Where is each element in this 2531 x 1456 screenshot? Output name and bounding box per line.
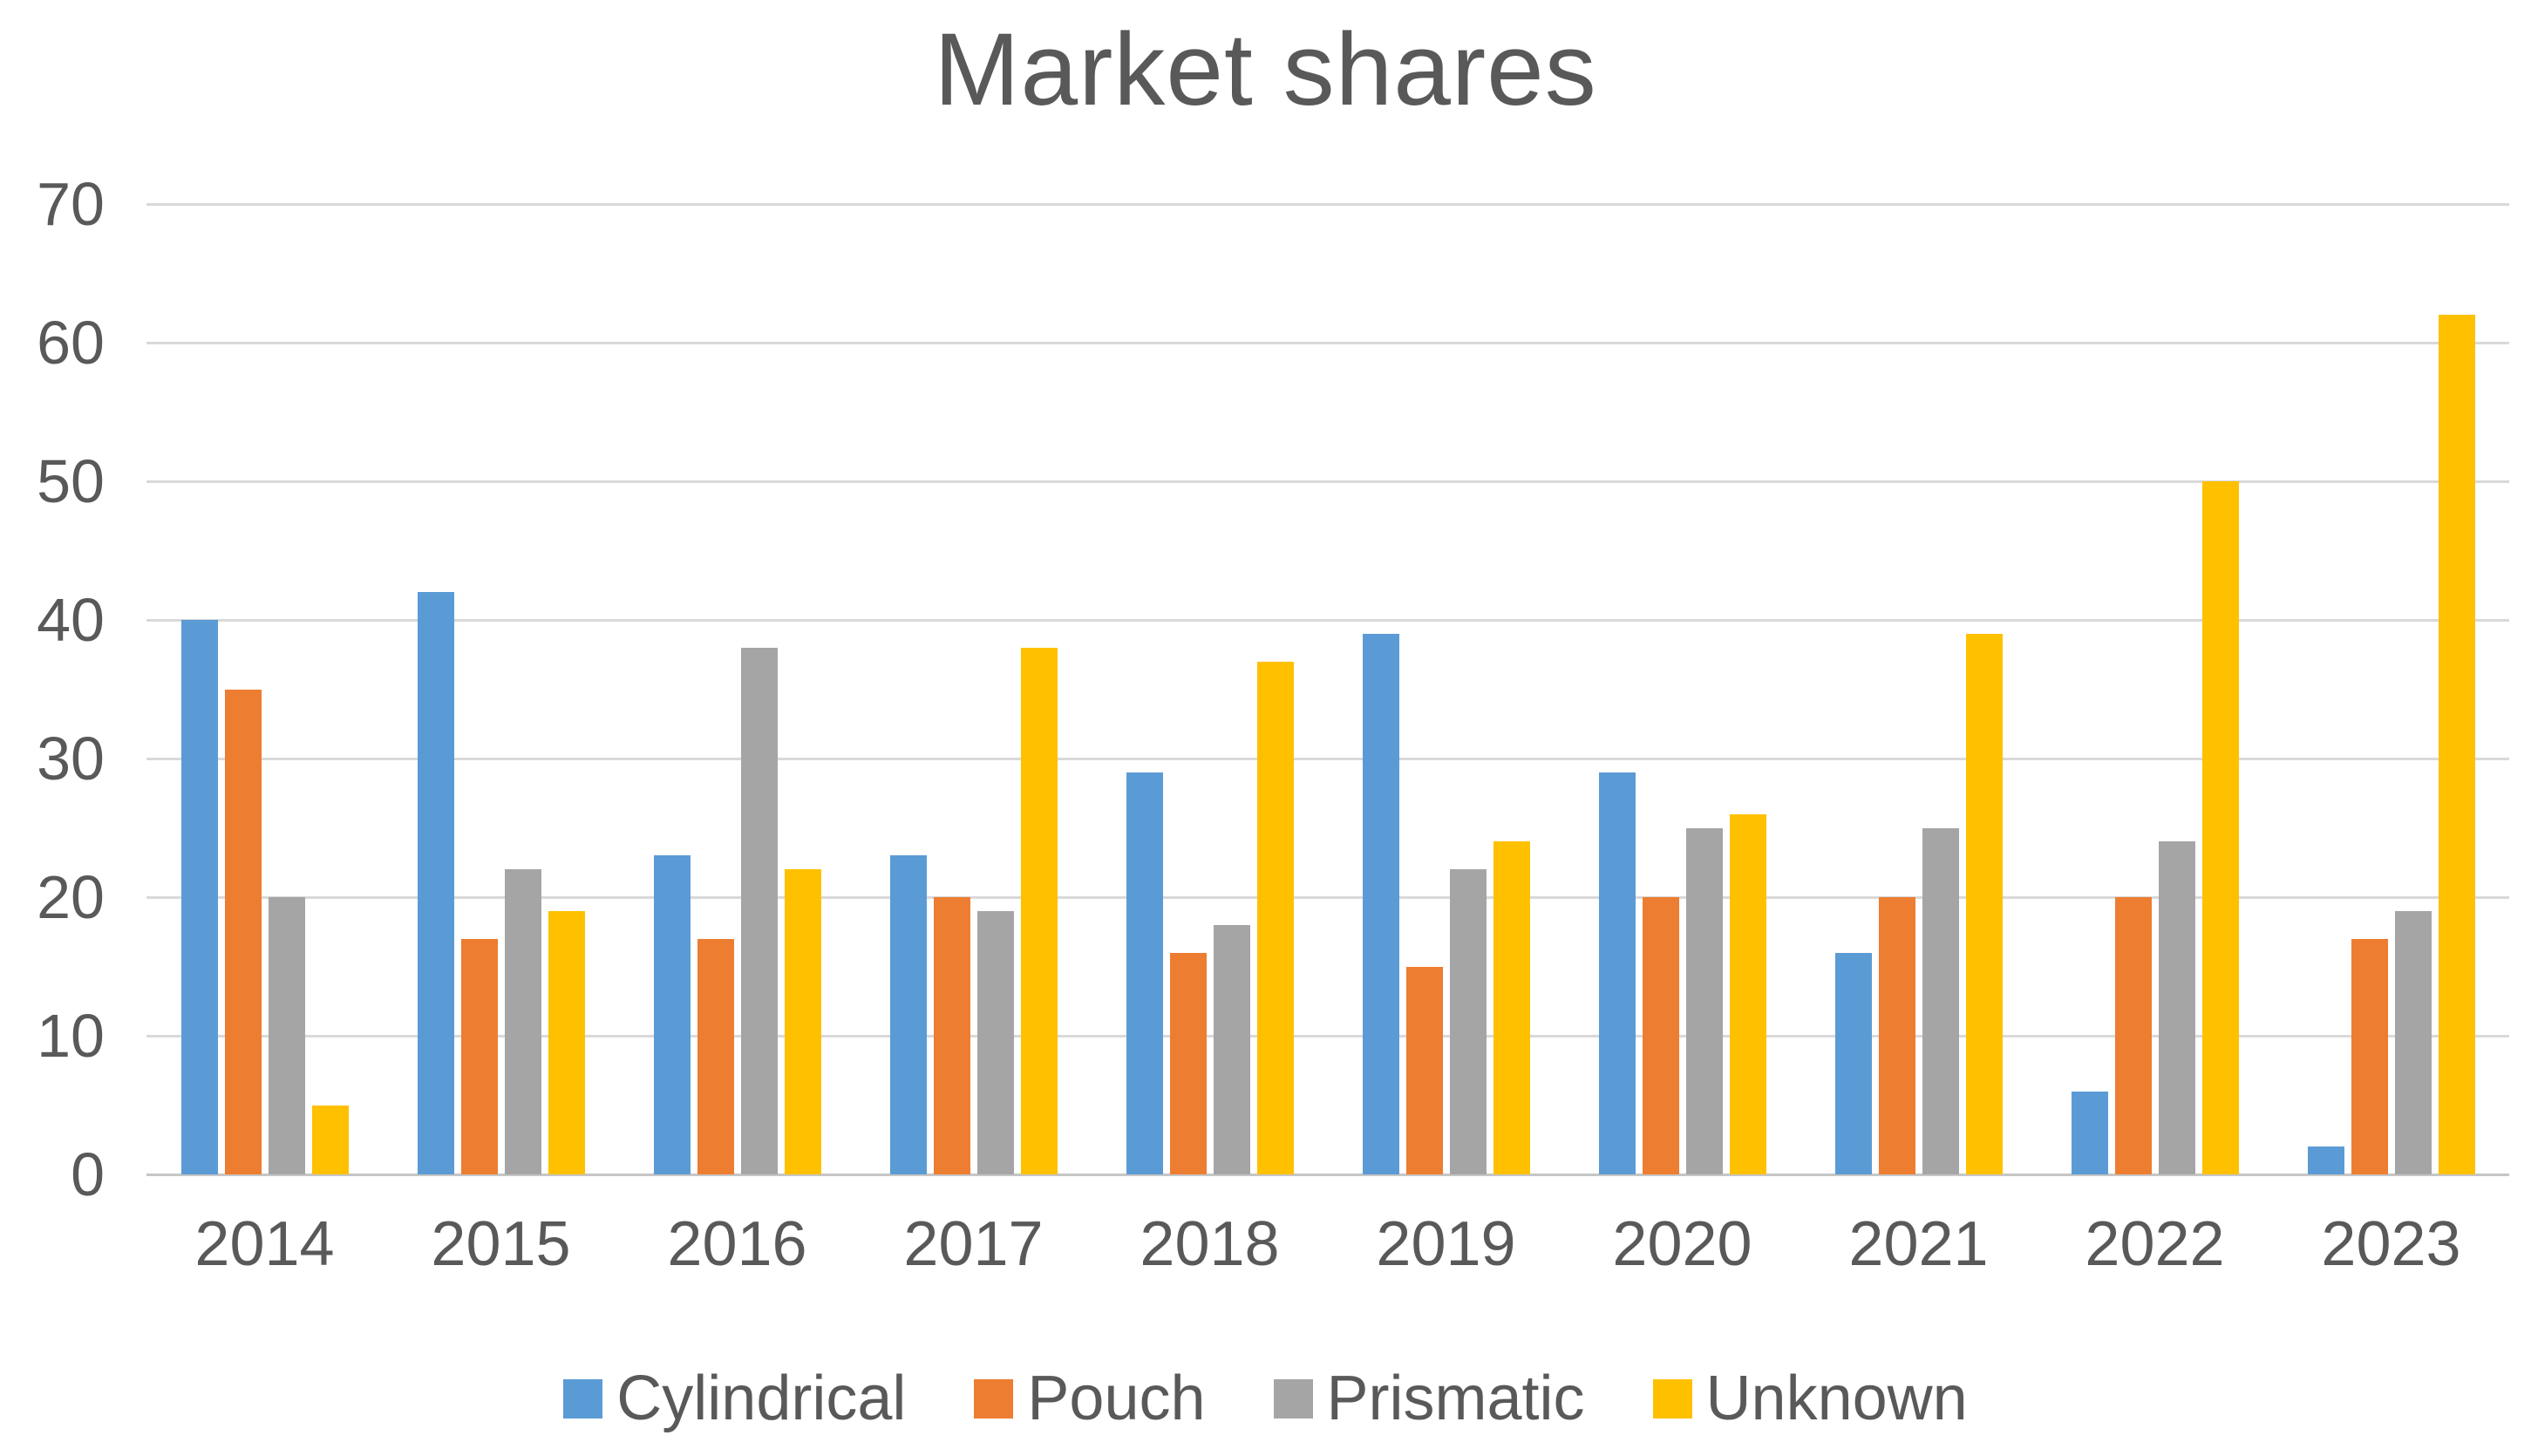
bar-unknown-2018 — [1256, 661, 1294, 1174]
bar-cylindrical-2014 — [180, 620, 218, 1174]
bar-prismatic-2016 — [740, 647, 778, 1174]
legend: Cylindrical Pouch Prismatic Unknown — [0, 1367, 2531, 1430]
bar-prismatic-2021 — [1922, 827, 1959, 1174]
y-tick-label: 10 — [37, 1002, 105, 1070]
x-tick-label-2020: 2020 — [1612, 1209, 1752, 1279]
bar-cylindrical-2017 — [889, 855, 927, 1174]
x-tick-label-2019: 2019 — [1376, 1209, 1516, 1279]
x-axis: 2014 2015 2016 2017 2018 2019 2020 2021 2022 2023 — [146, 1205, 2509, 1283]
bar-unknown-2021 — [1965, 633, 2003, 1174]
gridline — [146, 480, 2509, 483]
chart-title: Market shares — [934, 12, 1597, 127]
bar-unknown-2015 — [548, 910, 585, 1174]
bar-group-2020 — [1564, 204, 1800, 1174]
bar-pouch-2018 — [1169, 952, 1207, 1174]
plot-area — [146, 203, 2509, 1176]
legend-item-unknown: Unknown — [1652, 1364, 1968, 1433]
x-axis-line — [146, 1174, 2509, 1176]
y-tick-label: 60 — [37, 309, 105, 377]
bar-unknown-2023 — [2438, 315, 2475, 1174]
gridline — [146, 758, 2509, 760]
bar-unknown-2016 — [784, 869, 821, 1174]
legend-label: Pouch — [1027, 1364, 1206, 1433]
bar-group-2015 — [383, 204, 619, 1174]
bar-group-2016 — [619, 204, 855, 1174]
bar-group-2014 — [146, 204, 383, 1174]
bar-unknown-2017 — [1020, 647, 1058, 1174]
bar-cylindrical-2018 — [1126, 772, 1163, 1174]
gridline — [146, 1035, 2509, 1038]
bar-pouch-2014 — [224, 689, 262, 1174]
bar-unknown-2022 — [2201, 481, 2239, 1174]
bar-group-2022 — [2037, 204, 2273, 1174]
bar-cylindrical-2016 — [653, 855, 691, 1174]
legend-label: Prismatic — [1326, 1364, 1585, 1433]
y-tick-label: 70 — [37, 170, 105, 238]
y-tick-label: 0 — [71, 1140, 105, 1208]
bar-prismatic-2018 — [1213, 924, 1250, 1174]
bar-prismatic-2019 — [1449, 869, 1487, 1174]
bar-pouch-2020 — [1642, 897, 1679, 1174]
bar-pouch-2015 — [460, 938, 498, 1174]
bar-pouch-2021 — [1878, 897, 1915, 1174]
x-tick-label-2021: 2021 — [1848, 1209, 1989, 1279]
legend-swatch-icon — [1652, 1378, 1692, 1419]
y-tick-label: 40 — [37, 586, 105, 654]
bar-prismatic-2017 — [976, 910, 1014, 1174]
bar-cylindrical-2023 — [2307, 1146, 2344, 1174]
bar-unknown-2014 — [311, 1105, 349, 1174]
bar-cylindrical-2022 — [2071, 1091, 2108, 1174]
bar-unknown-2020 — [1729, 813, 1766, 1174]
x-tick-label-2023: 2023 — [2321, 1209, 2461, 1279]
bar-group-2018 — [1092, 204, 1328, 1174]
bar-unknown-2019 — [1493, 841, 1530, 1174]
y-tick-label: 50 — [37, 447, 105, 515]
legend-label: Unknown — [1705, 1364, 1968, 1433]
bar-group-2023 — [2273, 204, 2509, 1174]
x-tick-label-2017: 2017 — [903, 1209, 1044, 1279]
legend-item-pouch: Pouch — [974, 1364, 1206, 1433]
x-tick-label-2014: 2014 — [194, 1209, 335, 1279]
x-tick-label-2022: 2022 — [2085, 1209, 2225, 1279]
bar-pouch-2022 — [2114, 897, 2152, 1174]
bar-prismatic-2014 — [268, 897, 305, 1174]
legend-swatch-icon — [563, 1378, 603, 1419]
y-tick-label: 20 — [37, 863, 105, 931]
bar-pouch-2016 — [697, 938, 734, 1174]
bar-group-2019 — [1328, 204, 1564, 1174]
bar-cylindrical-2021 — [1834, 952, 1872, 1174]
legend-swatch-icon — [974, 1378, 1014, 1419]
gridline — [146, 619, 2509, 622]
gridline — [146, 896, 2509, 899]
legend-item-prismatic: Prismatic — [1273, 1364, 1585, 1433]
bar-prismatic-2015 — [504, 869, 541, 1174]
bar-prismatic-2020 — [1685, 827, 1723, 1174]
x-tick-label-2018: 2018 — [1140, 1209, 1280, 1279]
bar-cylindrical-2019 — [1362, 633, 1399, 1174]
bar-pouch-2023 — [2351, 938, 2388, 1174]
y-tick-label: 30 — [37, 725, 105, 793]
bar-groups — [146, 204, 2509, 1174]
legend-label: Cylindrical — [616, 1364, 907, 1433]
legend-item-cylindrical: Cylindrical — [563, 1367, 906, 1430]
bar-prismatic-2022 — [2158, 841, 2195, 1174]
bar-group-2017 — [855, 204, 1092, 1174]
bar-pouch-2019 — [1405, 966, 1443, 1174]
bar-pouch-2017 — [933, 897, 970, 1174]
gridline — [146, 342, 2509, 344]
bar-cylindrical-2020 — [1598, 772, 1636, 1174]
legend-swatch-icon — [1273, 1378, 1313, 1419]
bar-group-2021 — [1800, 204, 2037, 1174]
x-tick-label-2016: 2016 — [667, 1209, 807, 1279]
bar-cylindrical-2015 — [417, 592, 454, 1174]
bar-prismatic-2023 — [2394, 910, 2432, 1174]
y-axis: 0 10 20 30 40 50 60 70 — [0, 173, 105, 1205]
gridline — [146, 203, 2509, 206]
x-tick-label-2015: 2015 — [431, 1209, 571, 1279]
